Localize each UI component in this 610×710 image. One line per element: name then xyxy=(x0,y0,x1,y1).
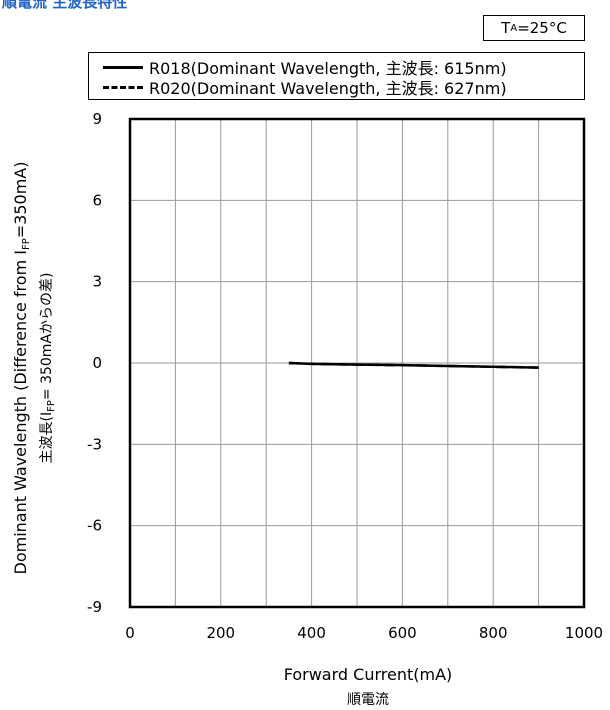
y-tick-label: 3 xyxy=(92,273,102,291)
y-tick-label: 9 xyxy=(92,110,102,128)
x-tick-label: 200 xyxy=(206,624,235,642)
legend-entry-r018: R018(Dominant Wavelength, 主波長: 615nm) xyxy=(103,57,507,78)
y-axis-label: Dominant Wavelength (Difference from IFP… xyxy=(11,162,32,575)
y-axis-label-jp: 主波長(IFP= 350mAからの差) xyxy=(39,273,57,464)
legend: R018(Dominant Wavelength, 主波長: 615nm) R0… xyxy=(88,52,585,100)
legend-dashed-line-swatch xyxy=(103,85,143,89)
x-tick-label: 400 xyxy=(297,624,326,642)
tick-labels: 0 200 400 600 800 1000 9 6 3 0 -3 -6 -9 xyxy=(87,110,603,642)
x-axis-label-jp: 順電流 xyxy=(347,692,389,708)
grid xyxy=(130,119,584,607)
y-tick-label: -3 xyxy=(87,435,102,453)
x-tick-label: 600 xyxy=(388,624,417,642)
y-tick-label: -6 xyxy=(87,517,102,535)
x-tick-label: 1000 xyxy=(565,624,603,642)
legend-label-r020: R020(Dominant Wavelength, 主波長: 627nm) xyxy=(149,79,507,98)
series-line-solid xyxy=(288,361,539,369)
plot-frame xyxy=(128,117,586,609)
y-tick-label: 0 xyxy=(92,354,102,372)
condition-prefix: T xyxy=(501,19,511,37)
chart-title-jp: 順電流 主波長特性 xyxy=(2,0,128,11)
condition-box: T A =25°C xyxy=(483,15,585,41)
legend-entry-r020: R020(Dominant Wavelength, 主波長: 627nm) xyxy=(103,77,507,98)
condition-sub: A xyxy=(510,22,518,34)
condition-suffix: =25°C xyxy=(517,19,567,37)
y-tick-label: 6 xyxy=(92,191,102,209)
series-layer xyxy=(288,361,539,369)
x-tick-label: 0 xyxy=(125,624,135,642)
legend-label-r018: R018(Dominant Wavelength, 主波長: 615nm) xyxy=(149,59,507,78)
legend-solid-line-swatch xyxy=(103,65,143,69)
y-tick-label: -9 xyxy=(87,598,102,616)
x-tick-label: 800 xyxy=(479,624,508,642)
x-axis-label: Forward Current(mA) xyxy=(284,665,453,684)
